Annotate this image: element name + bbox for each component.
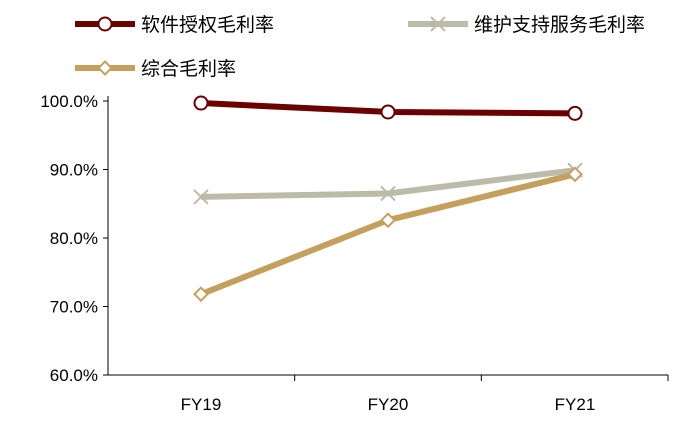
series-0 bbox=[193, 95, 583, 121]
y-tick-label: 60.0% bbox=[50, 366, 98, 385]
y-tick-label: 100.0% bbox=[40, 92, 98, 111]
x-tick-label: FY19 bbox=[181, 395, 222, 414]
x-tick-label: FY21 bbox=[555, 395, 596, 414]
legend-item: 综合毛利率 bbox=[75, 58, 236, 80]
data-point bbox=[97, 16, 113, 32]
y-tick-label: 90.0% bbox=[50, 161, 98, 180]
data-point bbox=[193, 189, 209, 205]
legend-label: 综合毛利率 bbox=[141, 58, 236, 80]
series-2 bbox=[193, 166, 583, 303]
data-point bbox=[193, 286, 209, 303]
legend-label: 软件授权毛利率 bbox=[141, 14, 274, 36]
data-point bbox=[193, 95, 209, 111]
data-point bbox=[380, 104, 396, 120]
data-point bbox=[567, 105, 583, 121]
data-point bbox=[97, 60, 113, 76]
series-1 bbox=[193, 162, 583, 205]
data-point bbox=[380, 185, 396, 202]
y-tick-label: 70.0% bbox=[50, 298, 98, 317]
legend-label: 维护支持服务毛利率 bbox=[474, 14, 645, 36]
x-tick-label: FY20 bbox=[368, 395, 409, 414]
legend-item: 软件授权毛利率 bbox=[75, 14, 274, 36]
data-point bbox=[430, 16, 446, 32]
legend-item: 维护支持服务毛利率 bbox=[408, 14, 645, 36]
y-tick-label: 80.0% bbox=[50, 229, 98, 248]
data-point bbox=[567, 166, 583, 183]
data-point bbox=[380, 212, 396, 229]
